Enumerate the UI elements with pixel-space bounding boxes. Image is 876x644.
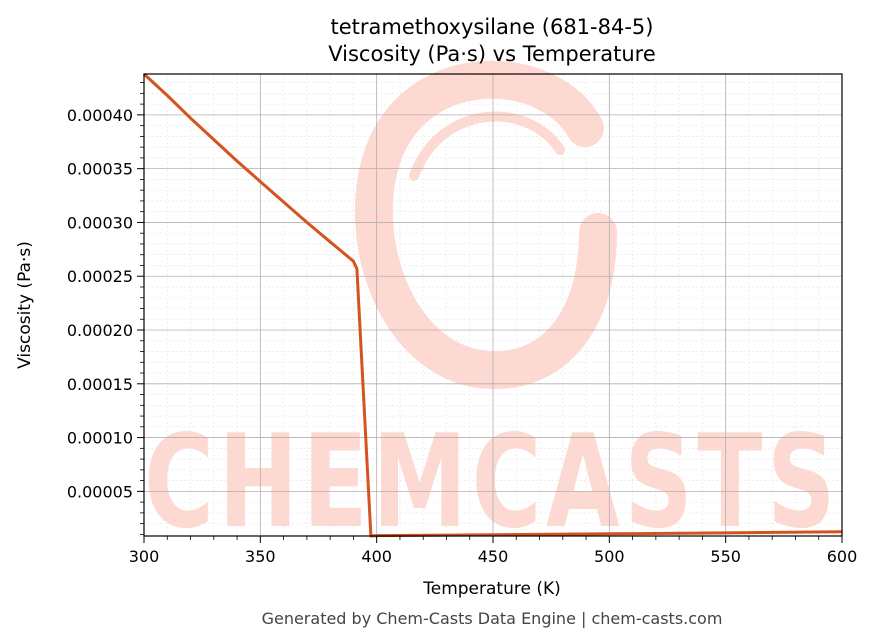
chart-title: tetramethoxysilane (681-84-5) — [331, 15, 654, 39]
x-tick-label: 300 — [129, 547, 160, 566]
y-tick-label: 0.00035 — [67, 160, 133, 179]
y-tick-label: 0.00005 — [67, 482, 133, 501]
x-tick-label: 550 — [710, 547, 741, 566]
footer-credit: Generated by Chem-Casts Data Engine | ch… — [262, 609, 723, 628]
x-tick-labels: 300 350 400 450 500 550 600 — [129, 547, 858, 566]
watermark-logo — [354, 60, 617, 389]
y-tick-label: 0.00030 — [67, 213, 133, 232]
y-tick-label: 0.00015 — [67, 375, 133, 394]
axis-ticks — [137, 82, 843, 543]
series-layer — [142, 72, 843, 538]
x-axis-label: Temperature (K) — [422, 579, 561, 599]
y-tick-label: 0.00020 — [67, 321, 133, 340]
y-tick-label: 0.00040 — [67, 106, 133, 125]
x-tick-label: 600 — [827, 547, 858, 566]
x-tick-label: 450 — [478, 547, 509, 566]
x-tick-label: 400 — [361, 547, 392, 566]
chart-subtitle: Viscosity (Pa·s) vs Temperature — [328, 42, 656, 66]
y-axis-label: Viscosity (Pa·s) — [15, 241, 35, 369]
y-tick-label: 0.00025 — [67, 267, 133, 286]
x-tick-label: 350 — [245, 547, 276, 566]
y-tick-labels: 0.00005 0.00010 0.00015 0.00020 0.00025 0.000… — [67, 106, 133, 501]
y-tick-label: 0.00010 — [67, 429, 133, 448]
watermark: CHEMCASTS — [144, 60, 834, 557]
series-line-0 — [142, 72, 843, 538]
x-tick-label: 500 — [594, 547, 625, 566]
